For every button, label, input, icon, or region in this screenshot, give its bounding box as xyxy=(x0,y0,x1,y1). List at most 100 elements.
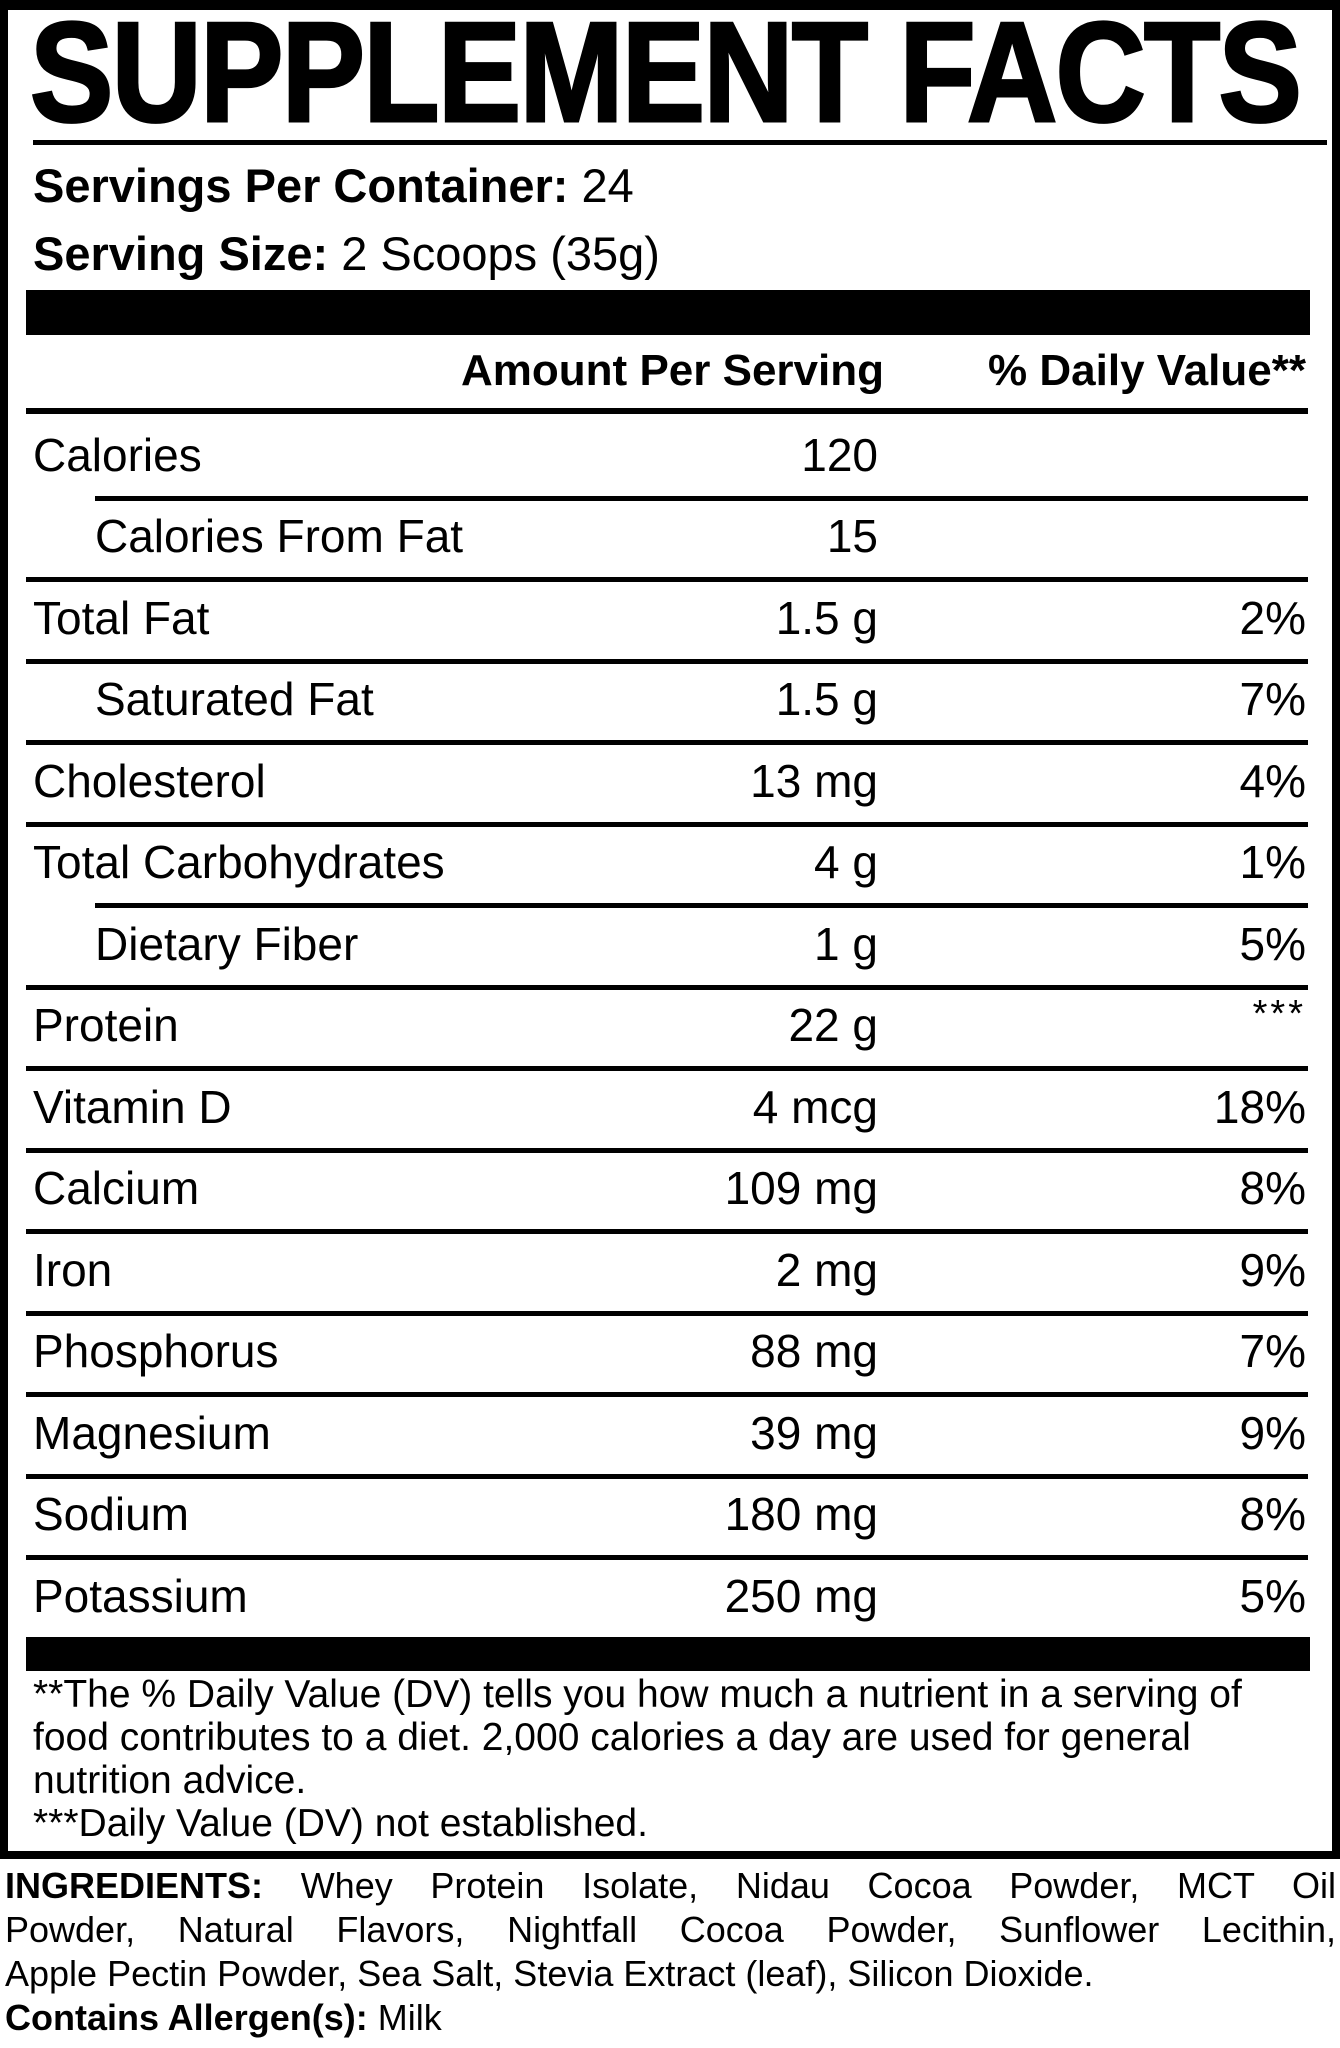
nutrient-label: Calcium xyxy=(33,1162,200,1215)
row-divider xyxy=(26,658,1308,664)
nutrient-row-dietary-fiber: Dietary Fiber 1 g 5% xyxy=(26,903,1308,985)
nutrient-amount: 1 g xyxy=(814,917,878,970)
row-divider xyxy=(26,984,1308,990)
nutrient-row-saturated-fat: Saturated Fat 1.5 g 7% xyxy=(26,658,1308,741)
nutrient-dv: 4% xyxy=(1239,754,1306,807)
nutrient-dv: 5% xyxy=(1239,1569,1306,1622)
ingredients-label: INGREDIENTS: xyxy=(5,1865,264,1906)
ingredients-section: INGREDIENTS: Whey Protein Isolate, Nidau… xyxy=(5,1864,1336,2040)
nutrient-label: Phosphorus xyxy=(33,1325,279,1378)
row-divider xyxy=(26,577,1308,582)
nutrient-row-total-fat: Total Fat 1.5 g 2% xyxy=(26,577,1308,659)
nutrient-amount: 180 mg xyxy=(724,1488,878,1541)
header-divider xyxy=(26,408,1308,414)
nutrient-amount: 120 xyxy=(801,428,878,481)
nutrient-dv: 8% xyxy=(1239,1162,1306,1215)
serving-size-line: Serving Size: 2 Scoops (35g) xyxy=(33,230,660,277)
nutrient-dv: 7% xyxy=(1239,673,1306,726)
nutrient-row-potassium: Potassium 250 mg 5% xyxy=(26,1555,1308,1637)
footnote-daily-value-line-1: **The % Daily Value (DV) tells you how m… xyxy=(33,1673,1242,1716)
row-divider xyxy=(95,903,1308,908)
nutrient-label: Dietary Fiber xyxy=(95,917,359,970)
nutrient-row-calories-from-fat: Calories From Fat 15 xyxy=(26,495,1308,578)
serving-size-label: Serving Size: xyxy=(33,227,329,280)
row-divider xyxy=(26,740,1308,745)
nutrient-label: Total Fat xyxy=(33,591,210,644)
nutrient-amount: 1.5 g xyxy=(775,673,878,726)
nutrient-amount: 2 mg xyxy=(775,1243,878,1296)
row-divider xyxy=(26,1229,1308,1234)
nutrient-dv: 7% xyxy=(1239,1325,1306,1378)
nutrient-row-cholesterol: Cholesterol 13 mg 4% xyxy=(26,740,1308,822)
supplement-facts-panel: SUPPLEMENT FACTS Servings Per Container:… xyxy=(0,0,1340,1859)
nutrient-amount: 22 g xyxy=(788,999,878,1052)
nutrient-dv: 2% xyxy=(1239,591,1306,644)
nutrient-amount: 250 mg xyxy=(724,1569,878,1622)
nutrient-label: Magnesium xyxy=(33,1406,271,1459)
row-divider xyxy=(26,1310,1308,1316)
nutrient-label: Calories From Fat xyxy=(95,510,464,563)
nutrient-dv: 8% xyxy=(1239,1488,1306,1541)
nutrient-row-sodium: Sodium 180 mg 8% xyxy=(26,1473,1308,1556)
nutrient-label: Total Carbohydrates xyxy=(33,836,445,889)
nutrient-label: Vitamin D xyxy=(33,1080,232,1133)
serving-size-value: 2 Scoops (35g) xyxy=(341,227,660,280)
nutrient-dv: 1% xyxy=(1239,836,1306,889)
nutrient-amount: 1.5 g xyxy=(775,591,878,644)
nutrient-row-magnesium: Magnesium 39 mg 9% xyxy=(26,1392,1308,1474)
servings-per-container-label: Servings Per Container: xyxy=(33,159,569,212)
nutrient-amount: 88 mg xyxy=(750,1325,878,1378)
nutrient-amount: 109 mg xyxy=(724,1162,878,1215)
table-header: Amount Per Serving % Daily Value** xyxy=(26,342,1308,400)
ingredients-line-3: Apple Pectin Powder, Sea Salt, Stevia Ex… xyxy=(5,1953,1094,1994)
footnote-not-established: ***Daily Value (DV) not established. xyxy=(33,1802,648,1845)
row-divider xyxy=(26,1392,1308,1397)
nutrient-dv: 9% xyxy=(1239,1406,1306,1459)
nutrient-amount: 39 mg xyxy=(750,1406,878,1459)
nutrient-amount: 4 mcg xyxy=(752,1080,878,1133)
title-divider xyxy=(33,140,1327,145)
nutrient-row-phosphorus: Phosphorus 88 mg 7% xyxy=(26,1310,1308,1393)
thick-divider-bar-bottom xyxy=(26,1637,1310,1671)
nutrient-dv-not-established: *** xyxy=(1252,992,1306,1035)
footnotes: **The % Daily Value (DV) tells you how m… xyxy=(33,1673,1318,1845)
servings-per-container-value: 24 xyxy=(581,159,634,212)
nutrient-row-calcium: Calcium 109 mg 8% xyxy=(26,1147,1308,1230)
nutrient-row-iron: Iron 2 mg 9% xyxy=(26,1229,1308,1311)
nutrient-dv: 9% xyxy=(1239,1243,1306,1296)
footnote-daily-value-line-2: food contributes to a diet. 2,000 calori… xyxy=(33,1716,1191,1759)
nutrient-label: Saturated Fat xyxy=(95,673,374,726)
nutrient-label: Iron xyxy=(33,1243,113,1296)
nutrient-row-calories: Calories 120 xyxy=(26,414,1308,496)
daily-value-header: % Daily Value** xyxy=(988,346,1306,395)
nutrient-row-total-carbohydrates: Total Carbohydrates 4 g 1% xyxy=(26,821,1308,904)
nutrient-table: Calories 120 Calories From Fat 15 Total … xyxy=(26,414,1308,1637)
row-divider xyxy=(26,1555,1308,1560)
nutrient-label: Potassium xyxy=(33,1569,248,1622)
nutrient-label: Sodium xyxy=(33,1488,189,1541)
row-divider xyxy=(26,1066,1308,1071)
nutrient-label: Calories xyxy=(33,428,202,481)
nutrient-amount: 4 g xyxy=(814,836,878,889)
ingredients-line-1: INGREDIENTS: Whey Protein Isolate, Nidau… xyxy=(5,1864,1336,1908)
ingredients-text: Whey Protein Isolate, Nidau Cocoa Powder… xyxy=(300,1865,1336,1906)
nutrient-label: Protein xyxy=(33,999,179,1052)
footnote-daily-value-line-3: nutrition advice. xyxy=(33,1759,307,1802)
allergen-value: Milk xyxy=(377,1997,442,2038)
amount-per-serving-header: Amount Per Serving xyxy=(461,346,884,395)
allergen-label: Contains Allergen(s): xyxy=(5,1997,368,2038)
panel-title: SUPPLEMENT FACTS xyxy=(29,0,1304,152)
nutrient-label: Cholesterol xyxy=(33,754,266,807)
allergen-line: Contains Allergen(s): Milk xyxy=(5,1996,1336,2040)
row-divider xyxy=(26,1473,1308,1479)
servings-per-container-line: Servings Per Container: 24 xyxy=(33,162,634,209)
nutrient-dv: 18% xyxy=(1213,1080,1306,1133)
nutrient-amount: 13 mg xyxy=(750,754,878,807)
nutrient-amount: 15 xyxy=(826,510,878,563)
row-divider xyxy=(95,495,1308,501)
nutrient-row-protein: Protein 22 g *** xyxy=(26,984,1308,1067)
nutrient-row-vitamin-d: Vitamin D 4 mcg 18% xyxy=(26,1066,1308,1148)
thick-divider-bar-top xyxy=(26,290,1310,335)
nutrient-dv: 5% xyxy=(1239,917,1306,970)
row-divider xyxy=(26,821,1308,827)
